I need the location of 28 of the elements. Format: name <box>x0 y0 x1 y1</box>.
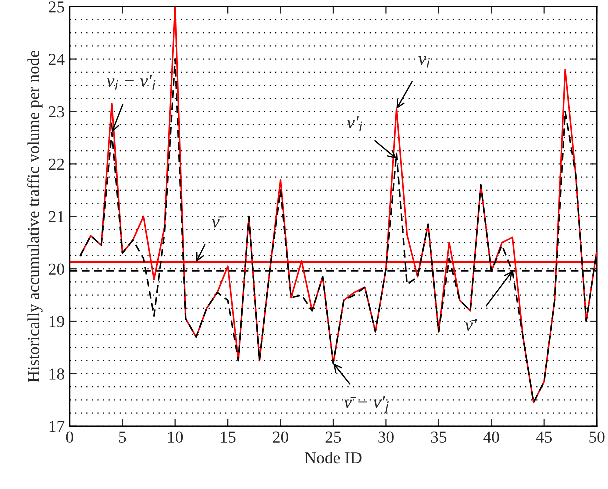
y-tick-label: 21 <box>49 211 64 222</box>
x-tick-label: 15 <box>221 432 236 443</box>
x-tick-label: 20 <box>273 432 288 443</box>
x-tick-label: 35 <box>431 432 447 443</box>
y-tick-label: 19 <box>50 316 64 328</box>
x-tick-label: 0 <box>66 432 74 443</box>
x-tick-label: 5 <box>119 432 126 443</box>
y-tick-label: 22 <box>49 158 64 170</box>
y-tick-label: 18 <box>50 368 64 380</box>
y-axis-title: Historically accumulative traffic volume per node <box>28 50 43 382</box>
x-tick-label: 10 <box>168 432 184 443</box>
x-tick-label: 45 <box>536 432 552 443</box>
annotation: v$_{i}$ − v′$_{i}$ <box>106 75 156 90</box>
annotation: v′$_{i}$ <box>347 116 363 132</box>
x-tick-label: 25 <box>326 432 342 443</box>
x-tick-label: 30 <box>378 432 394 443</box>
y-tick-label: 23 <box>49 106 64 118</box>
annotation: v̄ <box>212 216 224 228</box>
y-tick-label: 17 <box>50 421 65 432</box>
annotation: v$_{i}$ <box>418 56 430 68</box>
y-tick-label: 25 <box>49 2 64 13</box>
y-tick-label: 24 <box>49 54 65 66</box>
x-tick-label: 50 <box>590 432 605 443</box>
annotation: v̄ − v′$_{j}$ <box>344 396 389 414</box>
x-axis-title: Node ID <box>305 452 362 464</box>
y-tick-label: 20 <box>49 264 64 276</box>
x-tick-label: 40 <box>484 432 500 443</box>
annotation: v̄′ <box>465 319 478 332</box>
